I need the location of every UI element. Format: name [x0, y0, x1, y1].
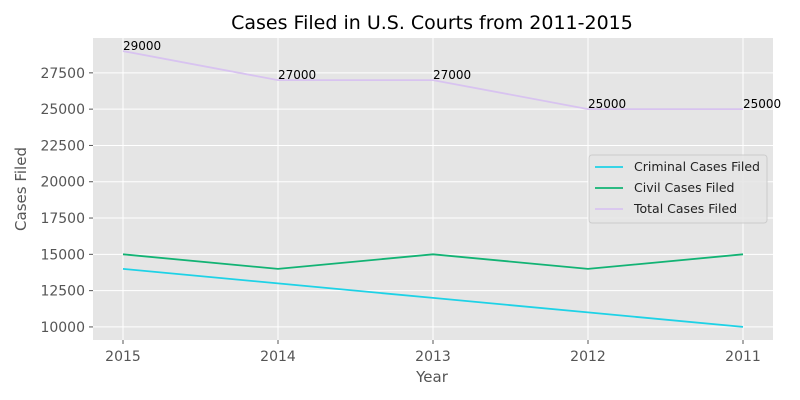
- series-lines: [122, 50, 744, 328]
- legend-entry: Civil Cases Filed: [634, 180, 734, 195]
- y-axis: 10000 12500 15000 17500 20000 22500 25000 27500: [40, 66, 93, 336]
- data-label: 25000: [588, 97, 626, 111]
- series-line-2: [122, 50, 743, 110]
- x-tick-label: 2014: [260, 349, 296, 365]
- series-line-0: [122, 268, 744, 328]
- data-label: 25000: [743, 97, 781, 111]
- legend-entry: Criminal Cases Filed: [634, 159, 760, 174]
- legend-entry: Total Cases Filed: [633, 201, 737, 216]
- x-tick-label: 2012: [570, 349, 606, 365]
- legend: Criminal Cases Filed Civil Cases Filed Tot…: [588, 154, 768, 224]
- series-line-1: [122, 253, 744, 270]
- data-label: 27000: [278, 68, 316, 82]
- y-tick-label: 17500: [40, 211, 85, 227]
- data-label: 27000: [433, 68, 471, 82]
- y-tick-label: 25000: [40, 102, 85, 118]
- y-tick-label: 10000: [40, 320, 85, 336]
- y-tick-label: 22500: [40, 138, 85, 154]
- x-axis: 2015 2014 2013 2012 2011: [105, 340, 761, 365]
- y-tick-label: 15000: [40, 247, 85, 263]
- y-tick-label: 27500: [40, 66, 85, 82]
- x-axis-label: Year: [415, 368, 449, 386]
- chart-title: Cases Filed in U.S. Courts from 2011-201…: [231, 12, 633, 34]
- data-labels: 29000 27000 27000 25000 25000: [123, 39, 781, 111]
- x-tick-label: 2015: [105, 349, 141, 365]
- y-axis-label: Cases Filed: [12, 147, 30, 231]
- y-tick-label: 20000: [40, 175, 85, 191]
- y-tick-label: 12500: [40, 284, 85, 300]
- x-tick-label: 2013: [415, 349, 451, 365]
- x-tick-label: 2011: [725, 349, 761, 365]
- data-label: 29000: [123, 39, 161, 53]
- legend-box: [588, 154, 768, 224]
